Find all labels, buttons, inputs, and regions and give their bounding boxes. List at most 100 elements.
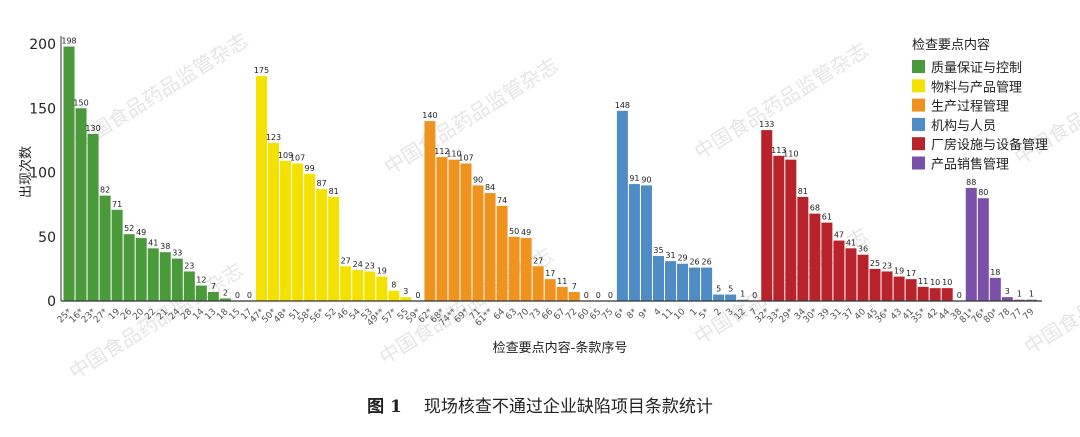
- bar: [713, 294, 725, 301]
- bar: [785, 159, 797, 301]
- x-tick-label: 9*: [637, 307, 652, 322]
- legend-swatch: [912, 137, 925, 151]
- legend-swatch: [912, 60, 925, 73]
- bar: [352, 270, 364, 301]
- bar: [183, 271, 195, 301]
- bar-value-label: 0: [247, 291, 252, 300]
- bar: [869, 268, 881, 301]
- bar-value-label: 198: [61, 37, 76, 46]
- bar-value-label: 175: [254, 66, 269, 75]
- bar: [965, 187, 977, 301]
- legend-entry: 机构与人员: [931, 119, 996, 134]
- y-tick-label: 0: [47, 294, 56, 310]
- bar-value-label: 5: [716, 285, 721, 294]
- bar: [159, 252, 171, 301]
- bar-value-label: 36: [858, 245, 868, 254]
- bar-value-label: 41: [148, 238, 158, 247]
- bar: [280, 160, 292, 301]
- bar-value-label: 90: [641, 175, 651, 184]
- bar: [219, 298, 231, 301]
- bar: [316, 189, 328, 301]
- bar: [123, 234, 135, 301]
- x-axis-label: 检查要点内容-条款序号: [493, 340, 628, 356]
- bar: [75, 108, 87, 301]
- bar-value-label: 1: [1029, 290, 1034, 299]
- x-tick-label: 4: [652, 307, 663, 318]
- x-tick-labels: 25*16*23*27*19262022212428141318151747*5…: [56, 307, 1037, 329]
- bar-value-label: 88: [966, 178, 976, 187]
- bar-value-label: 82: [100, 186, 110, 195]
- bar: [496, 205, 508, 301]
- bar-value-label: 84: [485, 183, 495, 192]
- bar: [255, 76, 267, 301]
- bar-value-label: 10: [930, 278, 940, 287]
- bar: [460, 163, 472, 301]
- y-tick-label: 200: [29, 37, 56, 53]
- legend-entry: 产品销售管理: [931, 157, 1009, 173]
- figure-caption: 图 1 现场核查不通过企业缺陷项目条款统计: [0, 392, 1080, 417]
- bar: [761, 130, 773, 301]
- bar-value-label: 1: [1017, 290, 1022, 299]
- bar-value-label: 23: [184, 261, 194, 270]
- bar-value-label: 23: [365, 261, 375, 270]
- bar-value-label: 33: [172, 249, 182, 258]
- legend-swatch: [912, 79, 925, 93]
- bar-value-label: 0: [415, 291, 420, 300]
- watermarks: 中国食品药品监管杂志 中国食品药品监管杂志 中国食品药品监管杂志 中国食品药品监管杂志…: [65, 28, 1080, 384]
- bar-value-label: 8: [391, 281, 396, 290]
- bar-chart: 中国食品药品监管杂志 中国食品药品监管杂志 中国食品药品监管杂志 中国食品药品监管杂志…: [18, 28, 1080, 384]
- legend-entry: 厂房设施与设备管理: [931, 137, 1048, 153]
- bar: [893, 276, 905, 301]
- bar: [400, 297, 412, 301]
- bar: [448, 159, 460, 301]
- bar: [809, 213, 821, 301]
- bar-value-label: 24: [353, 260, 363, 269]
- bar-value-label: 29: [677, 254, 687, 263]
- bar-value-label: 109: [278, 151, 293, 160]
- bar-value-label: 12: [196, 276, 206, 285]
- bar-value-label: 71: [112, 200, 122, 209]
- bar: [328, 196, 340, 301]
- x-tick-label: 10: [672, 307, 687, 322]
- bar: [111, 209, 123, 301]
- bar: [857, 254, 869, 301]
- bar: [929, 288, 941, 301]
- bar: [701, 267, 713, 301]
- bar: [821, 222, 833, 301]
- bar-value-label: 110: [446, 150, 461, 159]
- bar-value-label: 148: [615, 101, 630, 110]
- bar-value-label: 18: [990, 268, 1000, 277]
- legend-swatch: [912, 117, 925, 131]
- bar: [424, 121, 436, 301]
- legend-swatch: [912, 98, 925, 112]
- bar-value-label: 27: [533, 256, 543, 265]
- bar: [833, 240, 845, 301]
- bar: [616, 110, 628, 301]
- bar: [99, 195, 111, 301]
- bar-value-label: 27: [341, 256, 351, 265]
- bar-value-label: 113: [771, 146, 786, 155]
- y-tick-label: 50: [38, 230, 56, 246]
- bar-value-label: 81: [329, 187, 339, 196]
- bar: [292, 163, 304, 301]
- bar-value-label: 123: [266, 133, 281, 142]
- bar-value-label: 2: [223, 288, 228, 297]
- bar: [845, 248, 857, 301]
- bar: [147, 248, 159, 301]
- bar-value-label: 74: [497, 196, 507, 205]
- bar-value-label: 19: [894, 267, 904, 276]
- bar: [304, 173, 316, 301]
- bar: [917, 286, 929, 301]
- bar: [677, 263, 689, 301]
- bar-value-label: 99: [305, 164, 315, 173]
- bar-value-label: 38: [160, 242, 170, 251]
- bar-value-label: 31: [665, 251, 675, 260]
- bar-value-label: 49: [521, 228, 531, 237]
- bar-value-label: 7: [211, 282, 216, 291]
- bar: [135, 238, 147, 301]
- bar-value-label: 41: [846, 238, 856, 247]
- bar: [568, 292, 580, 301]
- y-tick-label: 100: [29, 166, 56, 182]
- bar: [268, 142, 280, 301]
